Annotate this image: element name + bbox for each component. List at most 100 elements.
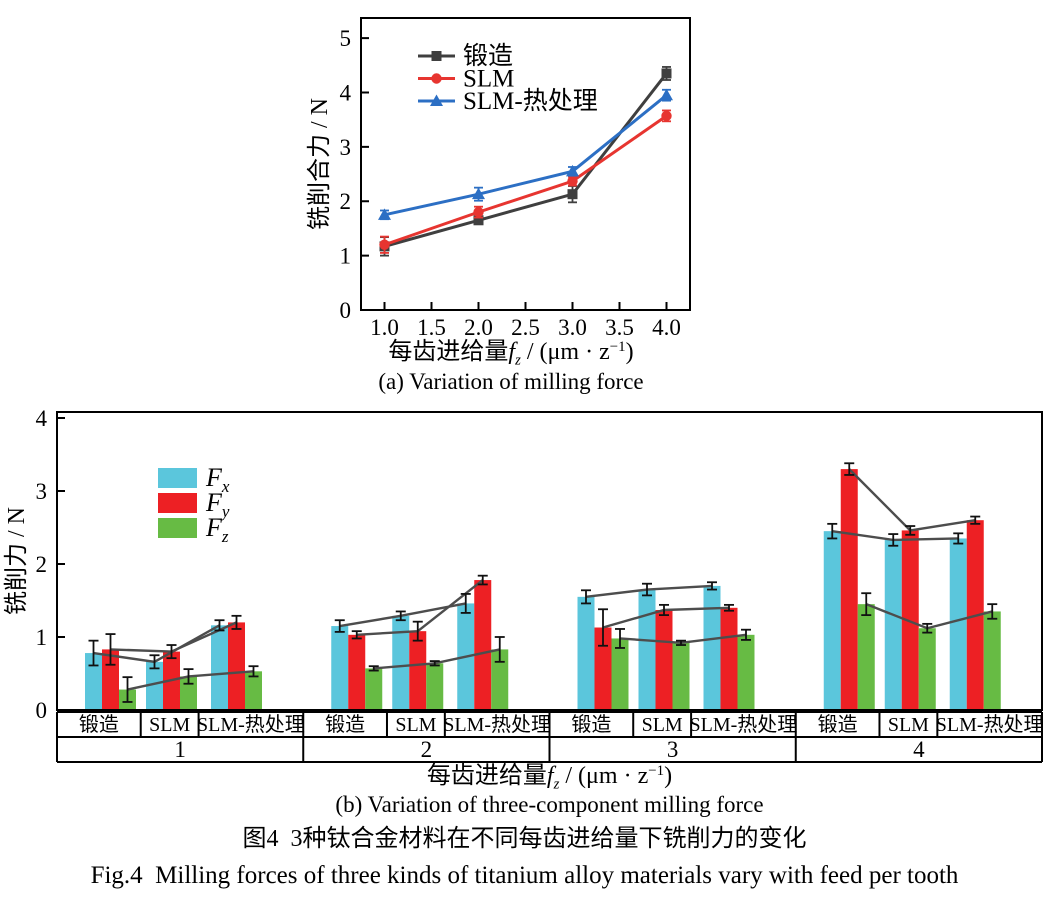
- bar-error-bar: [953, 532, 964, 545]
- triangle-marker: [378, 208, 391, 220]
- chart-a-x-axis-label: 每齿进给量fz / (μm · z−1): [331, 339, 691, 369]
- bar-error-bars: [88, 462, 998, 703]
- chart-a-plot-border: [360, 17, 691, 311]
- legend-swatch: [158, 468, 197, 488]
- bar-fz-forged-group3: [611, 638, 629, 710]
- bar-error-bar: [183, 668, 194, 685]
- bar-error-bar: [105, 633, 116, 666]
- table-material-label: 锻造: [325, 713, 365, 736]
- bar-error-bar: [149, 654, 160, 670]
- xlabel-b-subscript: z: [553, 776, 560, 793]
- chart-b-plot-border: [56, 411, 1043, 711]
- legend-label: Fx: [205, 463, 230, 496]
- bar-fx-slm-group4: [884, 539, 902, 710]
- y-axis-tick-label: 2: [340, 189, 352, 214]
- bar-error-bar: [642, 582, 652, 597]
- square-marker: [473, 215, 484, 226]
- y-axis-tick-label: 2: [36, 552, 48, 577]
- bar-error-bar: [659, 603, 669, 616]
- bar-error-bar: [248, 665, 259, 678]
- bar-fx-slm-heat-treated-group4: [949, 538, 967, 710]
- series-line: [384, 114, 668, 247]
- table-material-label: SLM-热处理: [936, 713, 1044, 736]
- bar-error-bar: [844, 462, 855, 476]
- table-group-label: 1: [174, 737, 186, 762]
- bar-fy-slm-group2: [409, 631, 427, 710]
- y-axis-tick-label: 0: [340, 298, 352, 323]
- legend-item-fx: Fx: [158, 463, 230, 496]
- table-group-label: 3: [667, 737, 679, 762]
- y-axis-tick-label: 1: [340, 244, 352, 269]
- table-material-label: 锻造: [79, 713, 119, 736]
- table-material-label: SLM-热处理: [690, 713, 798, 736]
- bar-error-bar: [460, 593, 471, 614]
- bar-error-bar: [707, 581, 717, 591]
- chart-b-x-axis-label: 每齿进给量fz / (μm · z−1): [57, 763, 1042, 793]
- table-material-label: SLM: [395, 714, 436, 736]
- bar-error-bar: [477, 574, 488, 586]
- table-group-label: 2: [421, 737, 433, 762]
- bar-error-bar: [615, 628, 625, 649]
- bar-error-bar: [987, 603, 998, 620]
- bar-error-bar: [970, 515, 981, 525]
- xlabel-a-prefix: 每齿进给量: [388, 339, 509, 366]
- square-marker: [661, 68, 672, 79]
- bar-fz-slm-group4: [918, 628, 936, 710]
- xlabel-a-units: / (μm · z: [520, 339, 610, 366]
- category-table-labels: 锻造 SLM SLM-热处理 1 锻造 SLM SLM-热处理 2 锻造 SLM SLM-热处理 3 锻…: [79, 713, 1044, 762]
- xlabel-b-variable: f: [546, 763, 554, 790]
- x-axis-tick-label: 2.5: [511, 315, 540, 340]
- bar-fz-slm-heat-treated-group1: [245, 671, 262, 710]
- connector-fx-group1: [93, 624, 221, 664]
- chart-b-caption: (b) Variation of three-component milling…: [335, 792, 764, 817]
- bar-fz-slm-heat-treated-group2: [491, 649, 509, 710]
- bar-fx-slm-heat-treated-group3: [703, 585, 721, 710]
- bar-error-bar: [888, 533, 899, 547]
- bar-fz-slm-group3: [672, 642, 690, 710]
- x-axis-tick-label: 1.5: [417, 315, 446, 340]
- legend-swatch: [158, 518, 197, 538]
- x-axis-tick-label: 3.0: [558, 315, 587, 340]
- bar-fy-slm-heat-treated-group2: [474, 580, 492, 710]
- bar-error-bar: [395, 610, 406, 622]
- bar-fy-slm-group3: [655, 609, 673, 710]
- table-material-label: SLM-热处理: [443, 713, 551, 736]
- xlabel-a-subscript: z: [515, 352, 521, 369]
- legend-label: SLM: [463, 66, 514, 93]
- triangle-marker: [430, 94, 443, 106]
- xlabel-a-superscript: −1: [609, 339, 626, 355]
- bar-fz-forged-group4: [857, 604, 875, 710]
- bar-error-bar: [88, 639, 99, 667]
- triangle-marker: [472, 187, 485, 200]
- bar-error-bar: [429, 660, 440, 667]
- connector-fy-group4: [848, 468, 976, 532]
- table-group-label: 4: [913, 737, 925, 762]
- x-axis-tick-label: 1.0: [370, 315, 399, 340]
- bar-error-bar: [214, 619, 225, 632]
- figure-caption-english: Fig.4 Milling forces of three kinds of t…: [90, 862, 959, 889]
- bar-error-bar: [412, 620, 423, 642]
- triangle-marker: [566, 164, 579, 177]
- bar-fz-forged-group2: [365, 668, 383, 710]
- circle-marker: [379, 239, 390, 250]
- table-material-label: SLM: [888, 714, 929, 736]
- xlabel-b-prefix: 每齿进给量: [426, 763, 547, 790]
- legend-item-slm: SLM: [418, 66, 514, 93]
- legend-item-fz: Fz: [158, 513, 229, 546]
- table-material-label: 锻造: [818, 713, 858, 736]
- bar-fx-forged-group4: [823, 531, 841, 710]
- bar-error-bar: [676, 639, 686, 646]
- bar-error-bar: [334, 619, 345, 633]
- bar-fy-forged-group3: [594, 627, 612, 710]
- x-axis-tick-label: 3.5: [605, 315, 634, 340]
- y-axis-tick-label: 5: [340, 26, 352, 51]
- bars: [85, 469, 1001, 710]
- bar-error-bar: [351, 630, 362, 640]
- bar-fx-slm-heat-treated-group1: [211, 625, 228, 710]
- triangle-marker: [660, 88, 673, 101]
- figure-caption-chinese: 图4 3种钛合金材料在不同每齿进给量下铣削力的变化: [242, 826, 807, 852]
